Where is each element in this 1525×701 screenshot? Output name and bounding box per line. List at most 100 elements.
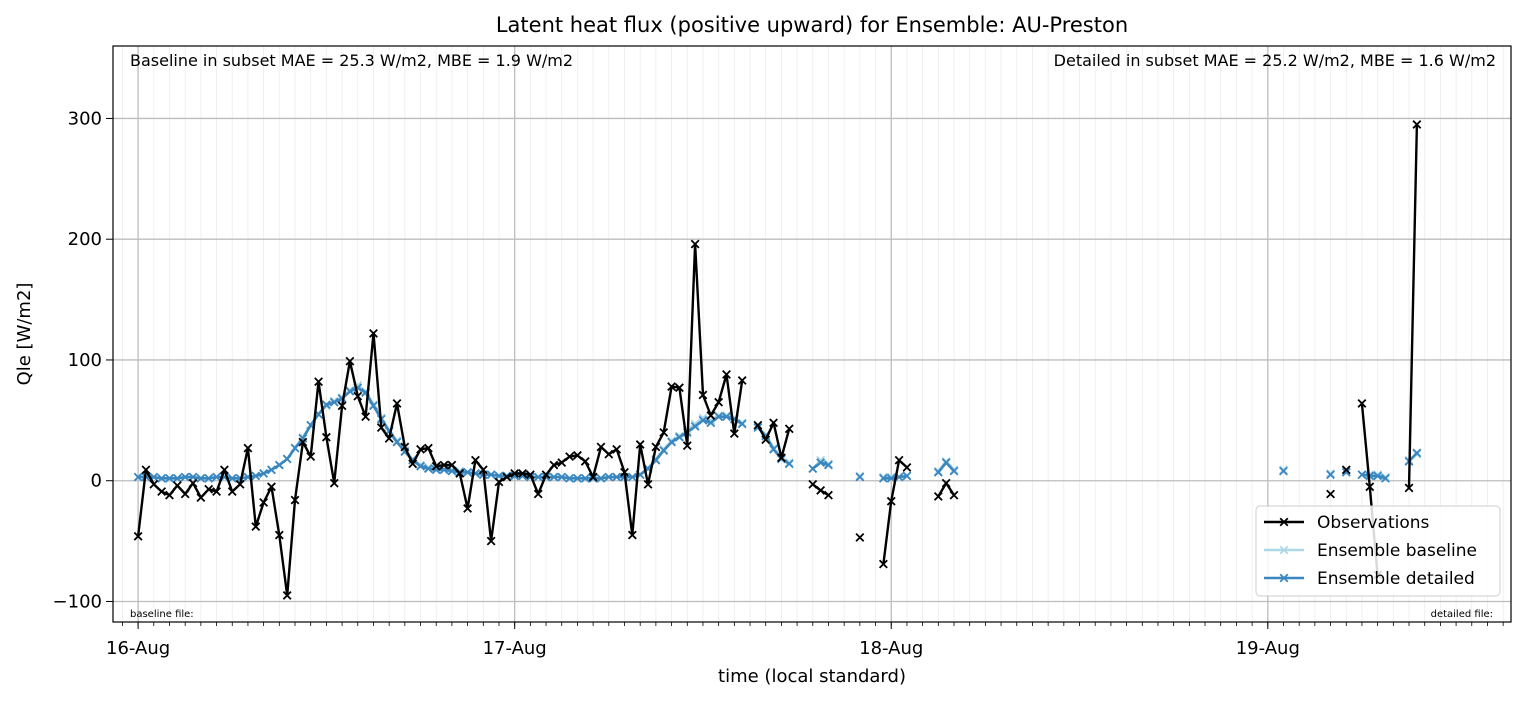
ensemble-detailed-point: [133, 472, 143, 482]
observations-point: [824, 490, 833, 500]
ensemble-detailed-point: [808, 464, 818, 474]
y-axis-label: Qle [W/m2]: [14, 283, 35, 386]
observations-point: [314, 377, 323, 387]
y-tick-label: 200: [68, 229, 102, 250]
observations-point: [486, 536, 496, 546]
ensemble-detailed-point: [565, 473, 575, 483]
observations-point: [949, 490, 959, 500]
observations-point: [784, 424, 794, 434]
observations-point: [274, 530, 284, 540]
ensemble-detailed-point: [290, 443, 300, 453]
annotation-detailed-file: detailed file:: [1431, 609, 1493, 620]
observations-point: [196, 493, 206, 503]
ensemble-detailed-point: [596, 473, 606, 483]
ensemble-detailed-point: [878, 473, 888, 483]
ensemble-detailed-point: [165, 473, 174, 483]
observations-point: [361, 412, 371, 422]
observations-point: [541, 470, 551, 480]
ensemble-detailed-point: [463, 467, 473, 477]
observations-point: [635, 440, 645, 449]
observations-point: [439, 460, 449, 470]
observations-point: [329, 478, 339, 488]
observations-point: [878, 559, 888, 569]
observations-point: [612, 444, 622, 454]
ensemble-detailed-point: [369, 401, 378, 411]
observations-point: [933, 491, 943, 501]
observations-point: [886, 496, 896, 506]
ensemble-detailed-point: [180, 472, 190, 482]
ensemble-detailed-point: [196, 473, 206, 483]
ensemble-detailed-point: [855, 472, 865, 482]
observations-point: [729, 429, 739, 439]
observations-point: [643, 479, 653, 489]
observations-point: [659, 427, 669, 437]
observations-point: [549, 460, 559, 470]
observations-point: [267, 482, 276, 492]
ensemble-detailed-point: [580, 473, 590, 483]
ensemble-detailed-point: [690, 421, 700, 431]
legend-marker-ensemble-baseline: [1279, 545, 1289, 555]
annotation-baseline-stats: Baseline in subset MAE = 25.3 W/m2, MBE …: [130, 51, 573, 70]
ensemble-baseline-point: [690, 419, 700, 429]
ensemble-detailed-point: [227, 473, 237, 483]
ensemble-detailed-point: [1373, 471, 1383, 481]
observations-point: [165, 490, 174, 500]
legend-entry-ensemble-baseline: Ensemble baseline: [1264, 541, 1477, 561]
observations-point: [149, 479, 159, 489]
observations-point: [471, 455, 480, 465]
observations-point: [761, 435, 771, 445]
observations-point: [431, 461, 441, 471]
observations-point: [212, 487, 221, 497]
observations-point: [259, 498, 269, 507]
observations-point: [1404, 483, 1414, 493]
observations-point: [698, 390, 708, 400]
observations-point: [627, 530, 637, 540]
ensemble-detailed-point: [572, 473, 582, 483]
observations-point: [769, 418, 778, 428]
observations-point: [353, 391, 363, 401]
x-axis-label: time (local standard): [718, 666, 906, 687]
ensemble-detailed-point: [345, 386, 355, 396]
ensemble-detailed-point: [423, 464, 433, 474]
legend-box: [1255, 505, 1501, 597]
observations-point: [1357, 398, 1367, 408]
x-tick-label: 17-Aug: [483, 638, 547, 659]
legend-marker-observations: [1279, 517, 1289, 527]
ensemble-detailed-point: [1412, 448, 1422, 458]
ensemble-detailed-point: [267, 465, 276, 475]
observations-point: [141, 465, 151, 475]
observations-point: [447, 460, 457, 470]
observations-point: [722, 370, 731, 379]
observations-point: [227, 487, 237, 497]
ensemble-detailed-point: [557, 472, 567, 482]
x-tick-label: 16-Aug: [106, 638, 170, 659]
observations-point: [941, 478, 951, 488]
ensemble-detailed-point: [784, 459, 794, 469]
legend-label-observations: Observations: [1317, 513, 1430, 533]
observations-point: [345, 356, 355, 366]
observations-point: [557, 458, 567, 468]
ensemble-detailed-point: [321, 400, 331, 410]
observations-point: [510, 469, 520, 478]
ensemble-detailed-point: [204, 473, 214, 483]
observations-point: [369, 328, 378, 338]
observations-point: [894, 455, 904, 465]
observations-point: [518, 469, 527, 478]
observations-point: [588, 472, 598, 482]
observations-point: [306, 452, 316, 462]
ensemble-detailed-point: [533, 472, 543, 482]
observations-point: [816, 485, 826, 495]
legend: Observations Ensemble baseline Ensemble …: [1255, 505, 1501, 597]
observations-point: [690, 239, 700, 249]
series-observations: [133, 120, 1422, 600]
ensemble-detailed-point: [1381, 473, 1390, 483]
observations-point: [580, 456, 590, 466]
observations-point: [251, 522, 261, 532]
ensemble-detailed-point: [612, 472, 622, 482]
legend-marker-ensemble-detailed: [1279, 573, 1289, 583]
observations-point: [651, 442, 661, 452]
observations-point: [494, 477, 504, 487]
observations-point: [298, 437, 308, 447]
ensemble-detailed-point: [157, 473, 167, 483]
observations-point: [172, 481, 182, 490]
